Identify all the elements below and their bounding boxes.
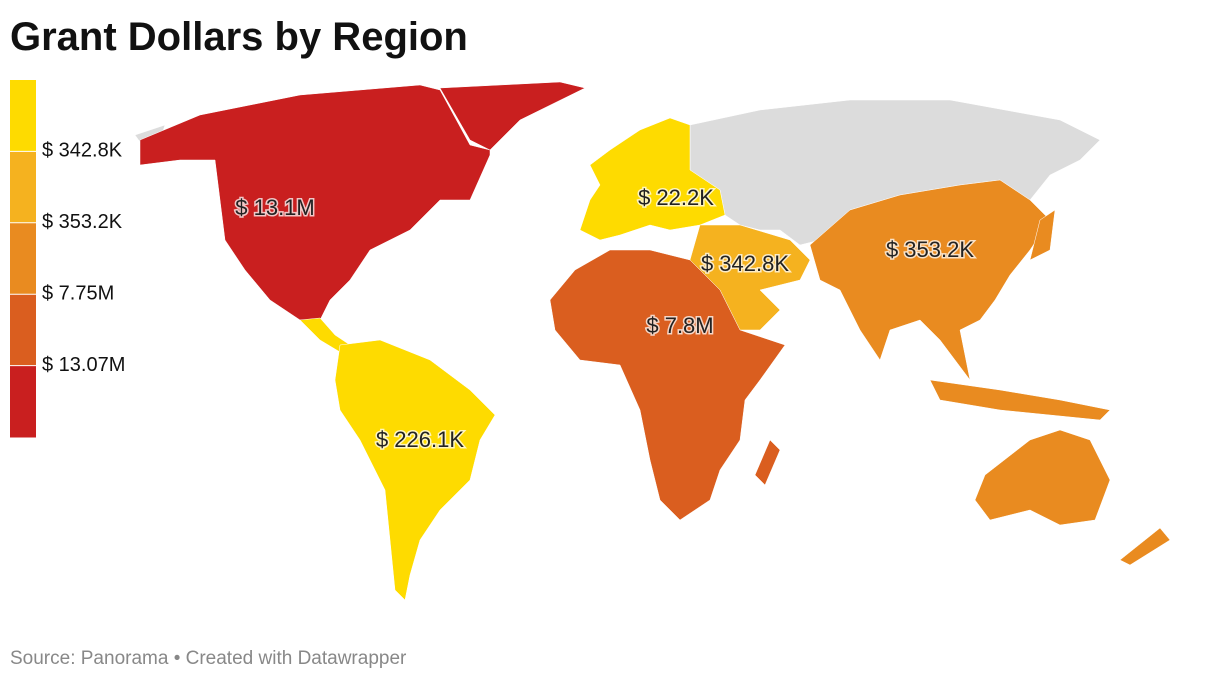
legend-swatch xyxy=(10,365,36,438)
title: Grant Dollars by Region xyxy=(10,15,468,59)
legend-swatch xyxy=(10,151,36,224)
legend-label: $ 13.07M xyxy=(42,354,125,376)
region-shape xyxy=(809,179,1051,381)
region-label: $ 22.2K xyxy=(638,185,714,210)
region-shape xyxy=(334,339,496,601)
region-shape xyxy=(1119,527,1171,566)
region-label: $ 353.2K xyxy=(886,237,974,262)
legend-label: $ 342.8K xyxy=(42,140,123,162)
legend-swatch xyxy=(10,294,36,367)
region-labels: $ 13.1M $ 22.2K $ 342.8K $ 353.2K $ 7.8M… xyxy=(234,183,976,453)
region-shape xyxy=(549,249,786,521)
region-shape xyxy=(1029,209,1056,261)
region-label: $ 342.8K xyxy=(701,251,789,276)
source: Source: Panorama • Created with Datawrap… xyxy=(10,648,407,669)
legend: $ 342.8K $ 353.2K $ 7.75M $ 13.07M xyxy=(10,80,125,438)
region-shape xyxy=(754,439,781,486)
region-shape xyxy=(139,84,491,321)
world-map xyxy=(134,81,1171,601)
region-label: $ 226.1K xyxy=(376,427,464,452)
region-shape xyxy=(974,429,1111,526)
legend-label: $ 353.2K xyxy=(42,211,123,233)
region-label: $ 13.1M xyxy=(235,195,315,220)
region-shape xyxy=(929,379,1111,421)
legend-swatch xyxy=(10,222,36,295)
region-shape xyxy=(439,81,586,151)
legend-swatch xyxy=(10,80,36,152)
legend-label: $ 7.75M xyxy=(42,282,114,304)
region-label: $ 7.8M xyxy=(646,313,713,338)
